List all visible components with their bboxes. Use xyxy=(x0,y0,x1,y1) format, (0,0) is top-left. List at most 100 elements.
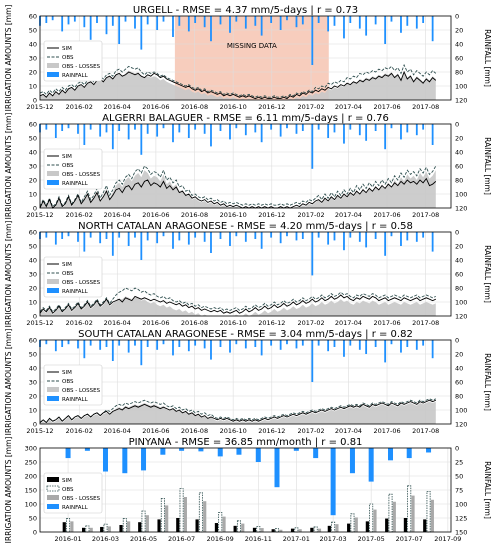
rainfall-bar xyxy=(422,124,425,130)
y-tick-label: 50 xyxy=(29,351,37,359)
rainfall-bar xyxy=(111,340,114,361)
rainfall-bar xyxy=(187,340,190,352)
sim-line xyxy=(39,294,436,314)
rainfall-bar xyxy=(89,16,92,40)
legend-swatch-rainfall xyxy=(47,288,59,293)
rainfall-bar xyxy=(270,16,273,23)
rainfall-bar xyxy=(84,448,90,451)
x-tick-label: 2017-02 xyxy=(297,427,324,435)
rainfall-bar xyxy=(77,232,79,242)
y2-tick-label: 60 xyxy=(455,271,463,279)
rainfall-bar xyxy=(105,232,108,239)
y-axis-label: IRRIGATION AMOUNTS [mm] xyxy=(4,221,13,328)
rainfall-bar xyxy=(286,124,288,129)
x-tick-label: 2017-08 xyxy=(412,103,439,111)
x-tick-label: 2017-02 xyxy=(297,211,324,219)
rainfall-bar xyxy=(286,232,288,237)
rainfall-bar xyxy=(415,232,418,242)
rainfall-bar xyxy=(83,16,86,28)
sim-bar xyxy=(423,519,427,532)
rainfall-bar xyxy=(260,16,263,36)
rainfall-bar xyxy=(255,448,261,462)
rainfall-bar xyxy=(415,340,418,350)
obs-bar xyxy=(179,488,184,533)
rainfall-bar xyxy=(390,232,393,237)
obs-bar xyxy=(141,510,146,533)
rainfall-bar xyxy=(89,232,92,238)
rainfall-bar xyxy=(270,124,273,130)
y2-tick-label: 0 xyxy=(455,229,459,237)
rainfall-bar xyxy=(194,16,197,23)
sim-bar xyxy=(233,525,237,532)
rainfall-bar xyxy=(236,448,242,455)
obs-losses-bar xyxy=(411,495,415,532)
rainfall-bar xyxy=(111,16,114,26)
sim-line xyxy=(39,70,437,100)
rainfall-bar xyxy=(127,340,130,353)
obs-losses-bar xyxy=(107,526,111,532)
obs-bar xyxy=(198,492,203,533)
sim-bar xyxy=(347,523,351,532)
sim-bar xyxy=(403,518,408,532)
rainfall-bar xyxy=(333,16,336,26)
y2-tick-label: 60 xyxy=(455,55,463,63)
x-tick-label: 2016-06 xyxy=(142,103,169,111)
sim-bar xyxy=(119,525,123,532)
rainfall-bar xyxy=(203,232,206,242)
rainfall-bar xyxy=(384,16,387,44)
x-tick-label: 2017-02 xyxy=(297,103,324,111)
rainfall-bar xyxy=(156,124,159,137)
legend-swatch-rainfall xyxy=(47,72,59,77)
y2-tick-label: 80 xyxy=(455,177,463,185)
x-tick-label: 2016-12 xyxy=(258,211,285,219)
rainfall-bar xyxy=(415,124,418,136)
rainfall-bar xyxy=(162,16,165,22)
rainfall-bar xyxy=(406,16,409,26)
rainfall-bar xyxy=(422,16,425,23)
rainfall-bar xyxy=(140,124,143,155)
rainfall-bar xyxy=(431,340,434,359)
obs-losses-bar xyxy=(335,524,339,532)
rainfall-bar xyxy=(160,448,166,455)
y2-tick-label: 100 xyxy=(455,299,467,307)
sim-bar xyxy=(327,525,331,532)
rainfall-bar xyxy=(140,16,143,50)
obs-losses-bar xyxy=(89,527,93,532)
x-tick-label: 2016-06 xyxy=(142,211,169,219)
obs-losses-bar xyxy=(279,529,283,532)
rainfall-bar xyxy=(330,448,336,516)
rainfall-bar xyxy=(89,124,92,130)
rainfall-bar xyxy=(134,340,136,346)
y2-tick-label: 20 xyxy=(455,135,463,143)
rainfall-bar xyxy=(134,232,136,238)
rainfall-bar xyxy=(279,124,282,137)
rainfall-bar xyxy=(317,340,320,346)
rainfall-bar xyxy=(203,340,206,349)
rainfall-bar xyxy=(301,232,304,239)
obs-losses-bar xyxy=(373,509,377,532)
rainfall-bar xyxy=(400,16,402,33)
y2-tick-label: 75 xyxy=(455,487,463,495)
rainfall-bar xyxy=(254,124,257,133)
x-tick-label: 2016-09 xyxy=(207,535,234,543)
rainfall-bar xyxy=(343,124,345,144)
panel-3: NORTH CATALAN ARAGONESE - RMSE = 4.20 mm… xyxy=(4,221,492,328)
legend: SIM OBS OBS - LOSSES RAINFALL xyxy=(43,472,103,514)
rainfall-bar xyxy=(374,232,377,239)
y2-tick-label: 100 xyxy=(455,501,467,509)
rainfall-bar xyxy=(279,16,282,30)
rainfall-bar xyxy=(83,124,86,145)
rainfall-bar xyxy=(235,340,238,345)
legend-box xyxy=(43,40,103,82)
sim-bar xyxy=(365,521,369,532)
rainfall-bar xyxy=(422,340,425,346)
x-tick-label: 2017-08 xyxy=(412,427,439,435)
rainfall-bar xyxy=(390,16,393,22)
rainfall-bar xyxy=(156,340,159,350)
panel-4: SOUTH CATALAN ARAGONESE - RMSE = 3.04 mm… xyxy=(4,329,492,436)
y2-tick-label: 20 xyxy=(455,27,463,35)
rainfall-bar xyxy=(374,340,377,347)
panel-title: ALGERRI BALAGUER - RMSE = 6.11 mm/5-days… xyxy=(102,113,389,124)
obs-bar xyxy=(294,527,299,533)
